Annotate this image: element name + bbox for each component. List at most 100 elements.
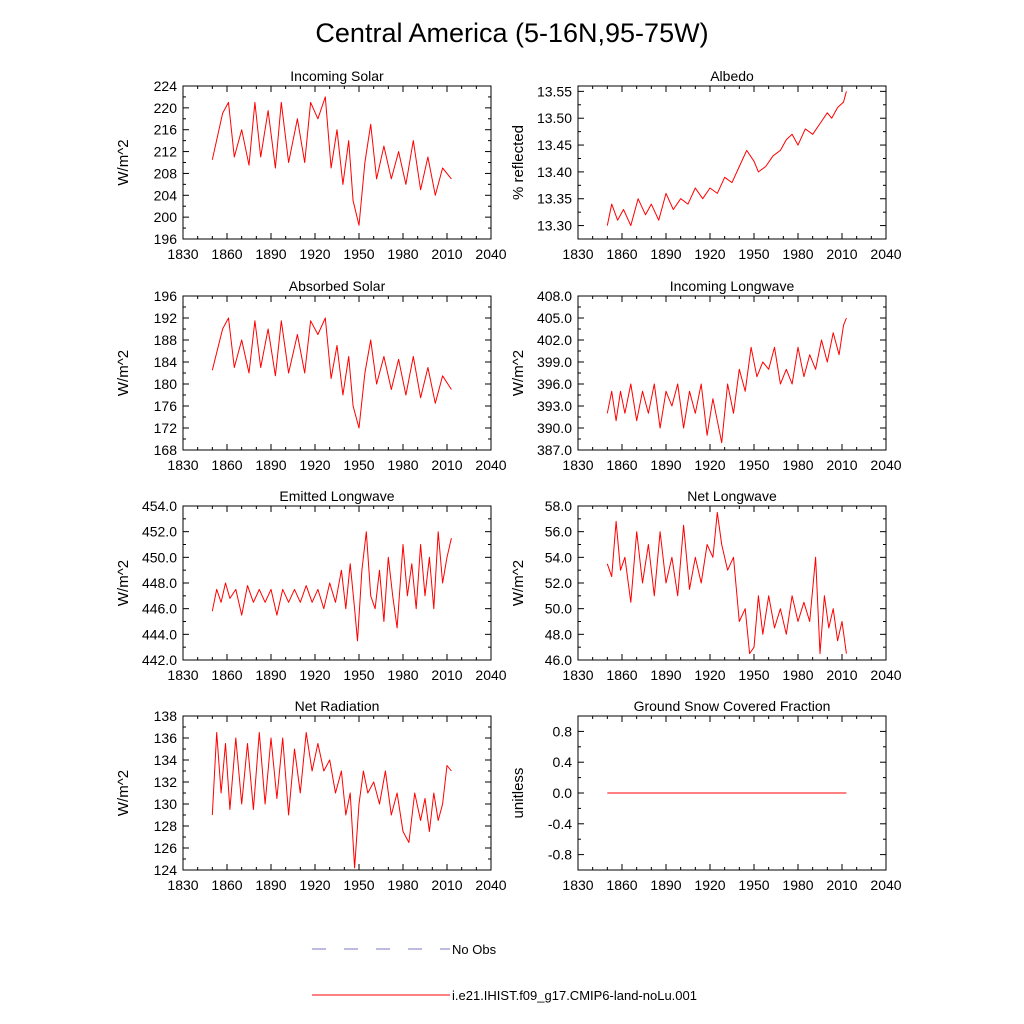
legend: No Obs i.e21.IHIST.f09_g17.CMIP6-land-no… (312, 942, 697, 1003)
y-tick-label: 13.35 (537, 191, 572, 207)
y-tick-label: 54.0 (545, 549, 572, 565)
y-tick-label: 136 (154, 730, 178, 746)
x-tick-label: 1860 (606, 246, 637, 262)
x-tick-label: 1830 (167, 667, 198, 683)
y-axis-label: W/m^2 (115, 350, 132, 396)
plot-frame (182, 505, 492, 661)
y-tick-label: 450.0 (142, 549, 177, 565)
x-tick-label: 2010 (826, 246, 857, 262)
x-tick-label: 1830 (167, 457, 198, 473)
x-tick-label: 1980 (387, 246, 418, 262)
x-tick-label: 2040 (870, 877, 901, 893)
x-tick-label: 1920 (694, 877, 725, 893)
y-tick-label: 196 (154, 231, 178, 247)
chart-panel: Ground Snow Covered Fraction unitless 1830… (510, 698, 902, 893)
x-tick-label: 2010 (431, 246, 462, 262)
y-tick-label: -0.8 (548, 847, 572, 863)
y-axis-label: W/m^2 (115, 770, 132, 816)
x-tick-label: 2040 (870, 457, 901, 473)
y-tick-label: 58.0 (545, 498, 572, 514)
y-tick-label: 387.0 (537, 442, 572, 458)
x-tick-label: 1920 (299, 246, 330, 262)
y-tick-label: 399.0 (537, 354, 572, 370)
y-tick-label: 224 (154, 78, 178, 94)
x-tick-label: 2010 (431, 457, 462, 473)
x-tick-label: 1860 (606, 457, 637, 473)
x-tick-label: 1920 (299, 457, 330, 473)
x-tick-label: 1890 (255, 877, 286, 893)
y-tick-label: 50.0 (545, 601, 572, 617)
x-tick-label: 1980 (387, 667, 418, 683)
y-tick-label: 13.40 (537, 164, 572, 180)
y-tick-label: 220 (154, 100, 178, 116)
y-tick-label: 52.0 (545, 575, 572, 591)
y-tick-label: 13.50 (537, 110, 572, 126)
x-tick-label: 1980 (387, 457, 418, 473)
series-line (211, 531, 452, 642)
x-tick-label: 1890 (650, 667, 681, 683)
x-tick-label: 1920 (694, 667, 725, 683)
x-tick-label: 1860 (211, 457, 242, 473)
x-tick-label: 1860 (606, 667, 637, 683)
y-tick-label: 390.0 (537, 420, 572, 436)
legend-model-label: i.e21.IHIST.f09_g17.CMIP6-land-noLu.001 (452, 988, 697, 1003)
plot-frame (577, 85, 887, 240)
y-axis-label: W/m^2 (510, 350, 527, 396)
y-tick-label: 208 (154, 165, 178, 181)
x-tick-label: 1890 (255, 457, 286, 473)
y-tick-label: 56.0 (545, 524, 572, 540)
y-axis-label: W/m^2 (115, 560, 132, 606)
chart-panel: Net Longwave W/m^2 1830 1860 1890 1920 1950 198… (510, 488, 902, 683)
x-tick-label: 2010 (431, 877, 462, 893)
y-tick-label: 172 (154, 420, 178, 436)
panel-title: Net Longwave (687, 488, 777, 504)
y-tick-label: 405.0 (537, 310, 572, 326)
plot-frame (182, 295, 492, 451)
x-tick-label: 2010 (826, 457, 857, 473)
y-tick-label: 192 (154, 310, 178, 326)
series-line (211, 732, 452, 869)
panel-title: Emitted Longwave (279, 488, 394, 504)
y-tick-label: 0.4 (553, 754, 573, 770)
y-tick-label: 212 (154, 144, 178, 160)
x-tick-label: 1830 (167, 246, 198, 262)
x-tick-label: 1860 (606, 877, 637, 893)
series-line (606, 511, 847, 655)
y-tick-label: 134 (154, 752, 178, 768)
y-tick-label: 204 (154, 187, 178, 203)
x-tick-label: 1980 (782, 877, 813, 893)
y-tick-label: 454.0 (142, 498, 177, 514)
x-tick-label: 2010 (431, 667, 462, 683)
panel-title: Albedo (710, 68, 754, 84)
y-tick-label: 0.0 (553, 785, 573, 801)
x-tick-label: 1920 (694, 457, 725, 473)
y-tick-label: 176 (154, 398, 178, 414)
chart-panel: Albedo % reflected 1830 1860 1890 1920 1950 198… (510, 68, 902, 262)
x-tick-label: 1980 (387, 877, 418, 893)
y-tick-label: 402.0 (537, 332, 572, 348)
y-tick-label: 188 (154, 332, 178, 348)
y-axis-label: W/m^2 (510, 560, 527, 606)
plot-frame (577, 295, 887, 451)
x-tick-label: 2040 (870, 667, 901, 683)
x-tick-label: 1980 (782, 457, 813, 473)
panel-title: Ground Snow Covered Fraction (634, 698, 831, 714)
y-tick-label: 128 (154, 818, 178, 834)
y-tick-label: 393.0 (537, 398, 572, 414)
y-tick-label: 448.0 (142, 575, 177, 591)
panel-title: Absorbed Solar (289, 278, 386, 294)
x-tick-label: 1890 (650, 457, 681, 473)
x-tick-label: 2040 (475, 457, 506, 473)
x-tick-label: 1860 (211, 246, 242, 262)
x-tick-label: 1860 (211, 877, 242, 893)
series-line (606, 317, 847, 444)
y-tick-label: 13.55 (537, 83, 572, 99)
y-tick-label: -0.4 (548, 816, 572, 832)
x-tick-label: 2010 (826, 667, 857, 683)
y-tick-label: 138 (154, 708, 178, 724)
y-tick-label: 180 (154, 376, 178, 392)
y-tick-label: 200 (154, 209, 178, 225)
y-tick-label: 196 (154, 288, 178, 304)
x-tick-label: 1890 (650, 246, 681, 262)
